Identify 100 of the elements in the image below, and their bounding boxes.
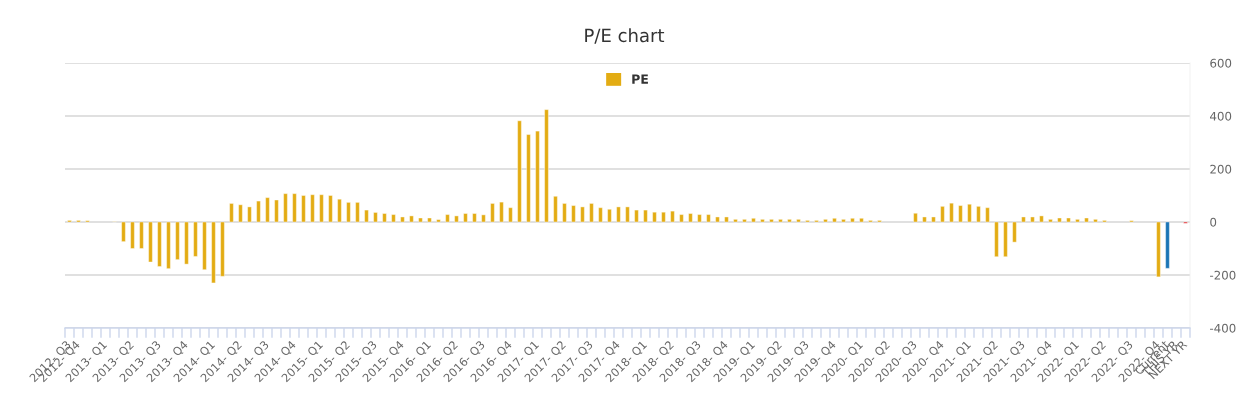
y-tick-label: -200 <box>1210 270 1236 280</box>
bar <box>472 213 477 223</box>
y-tick-label: -400 <box>1210 323 1236 333</box>
bar <box>787 219 792 223</box>
bar <box>580 206 585 223</box>
bar <box>850 218 855 223</box>
bar <box>589 203 594 223</box>
bar <box>1084 217 1089 223</box>
bar <box>193 221 198 257</box>
bar <box>949 202 954 223</box>
bar <box>247 206 252 223</box>
bar <box>994 221 999 257</box>
bar <box>967 204 972 223</box>
bar <box>355 202 360 223</box>
bar <box>715 216 720 223</box>
bar <box>769 219 774 223</box>
bar <box>796 219 801 223</box>
bar <box>643 209 648 223</box>
bar <box>274 199 279 223</box>
bar <box>823 219 828 223</box>
bar <box>283 193 288 223</box>
bar <box>238 204 243 223</box>
bar <box>373 212 378 223</box>
bar <box>760 219 765 223</box>
bar <box>490 203 495 223</box>
bar <box>409 215 414 223</box>
bar <box>913 213 918 223</box>
bar <box>679 214 684 223</box>
bar <box>301 195 306 223</box>
bar <box>400 216 405 223</box>
bar <box>229 203 234 223</box>
bar <box>1075 219 1080 223</box>
bar <box>688 213 693 223</box>
bar <box>499 201 504 223</box>
bar <box>481 214 486 223</box>
bar <box>859 218 864 223</box>
bar <box>256 200 261 223</box>
bar <box>130 221 135 249</box>
bar <box>670 210 675 223</box>
bar <box>724 216 729 223</box>
bar <box>661 211 666 223</box>
y-tick-label: 400 <box>1210 111 1232 121</box>
bar <box>697 214 702 223</box>
bar <box>508 207 513 223</box>
bar <box>517 120 522 223</box>
bar <box>166 221 171 269</box>
bar <box>1165 221 1170 269</box>
chart-title: P/E chart <box>585 28 665 44</box>
bar <box>832 218 837 223</box>
y-tick-label: 600 <box>1210 58 1232 68</box>
bar <box>985 207 990 223</box>
bar <box>940 206 945 223</box>
bar <box>544 109 549 223</box>
bar <box>184 221 189 265</box>
bar <box>841 219 846 223</box>
bar <box>337 199 342 223</box>
bar <box>733 219 738 223</box>
bar <box>616 206 621 223</box>
bar <box>742 219 747 223</box>
bar <box>1093 219 1098 223</box>
bar <box>751 218 756 223</box>
bar <box>598 207 603 223</box>
bar <box>1039 215 1044 223</box>
bar <box>958 205 963 223</box>
bar <box>1021 216 1026 223</box>
bar <box>436 219 441 223</box>
bar <box>1048 219 1053 223</box>
legend-label: PE <box>632 74 648 84</box>
bar <box>148 221 153 263</box>
bar <box>1012 221 1017 243</box>
bar <box>526 134 531 223</box>
bar <box>292 193 297 223</box>
bar <box>1156 221 1161 278</box>
bar <box>463 213 468 223</box>
bar <box>1066 217 1071 223</box>
bar <box>418 217 423 223</box>
bar <box>382 213 387 223</box>
bar <box>121 221 126 242</box>
bar <box>445 214 450 223</box>
bar <box>328 195 333 223</box>
bar <box>310 194 315 223</box>
bar <box>175 221 180 260</box>
bar <box>553 196 558 223</box>
y-tick-label: 200 <box>1210 164 1232 174</box>
y-tick-label: 0 <box>1210 217 1217 227</box>
bar <box>391 214 396 223</box>
bar <box>157 221 162 267</box>
bar <box>778 219 783 223</box>
bar <box>634 209 639 223</box>
bar <box>625 206 630 223</box>
bar <box>202 221 207 270</box>
bar <box>535 130 540 223</box>
bar <box>211 221 216 284</box>
bar <box>562 203 567 223</box>
bar <box>922 216 927 223</box>
bar <box>139 221 144 249</box>
bar <box>220 221 225 277</box>
bar <box>652 211 657 223</box>
bar <box>319 194 324 223</box>
bar <box>346 202 351 223</box>
